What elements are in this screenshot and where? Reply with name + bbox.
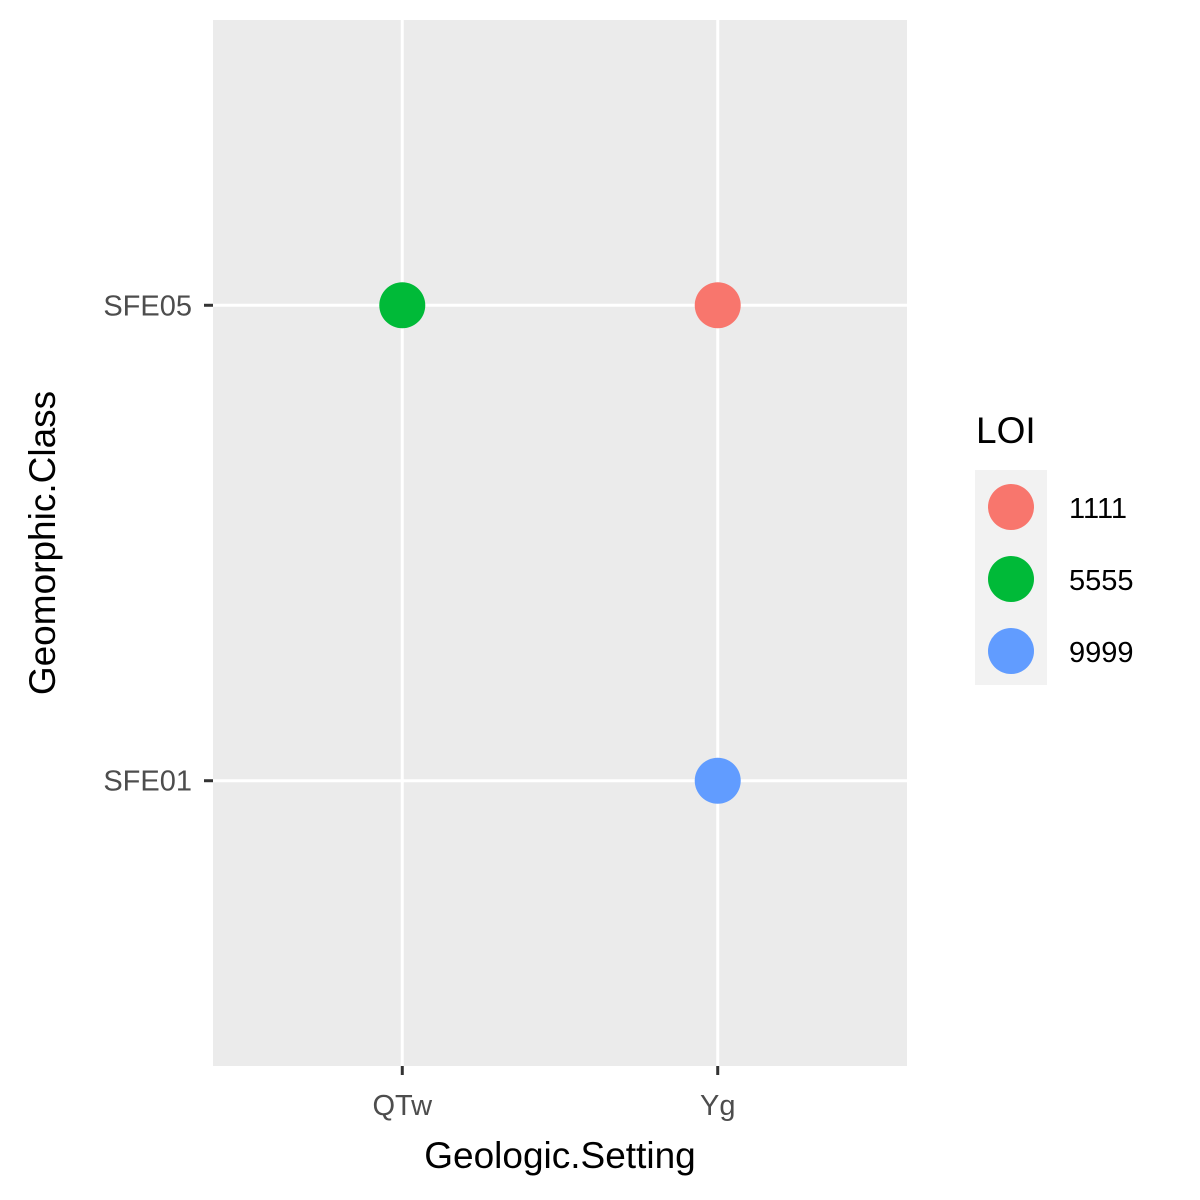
data-points [379,282,741,804]
y-axis-title: Geomorphic.Class [22,391,63,695]
data-point-5555 [379,282,426,329]
legend: LOI 1111 5555 9999 [975,410,1134,685]
y-tick-label: SFE01 [103,766,192,798]
legend-key-1111 [988,484,1034,530]
x-axis-title: Geologic.Setting [424,1135,696,1176]
legend-key-9999 [988,628,1034,674]
data-point-1111 [694,282,741,329]
legend-label: 1111 [1069,493,1127,525]
data-point-9999 [694,757,741,804]
legend-title: LOI [976,410,1036,451]
legend-label: 9999 [1069,637,1134,669]
axis-ticks: QTw Yg SFE01 SFE05 [103,290,735,1122]
y-tick-label: SFE05 [103,290,192,322]
x-tick-label: Yg [700,1090,735,1122]
grid-lines [213,20,907,1066]
x-tick-label: QTw [372,1090,433,1122]
legend-key-5555 [988,556,1034,602]
plot-panel [213,20,907,1066]
legend-label: 5555 [1069,565,1134,597]
